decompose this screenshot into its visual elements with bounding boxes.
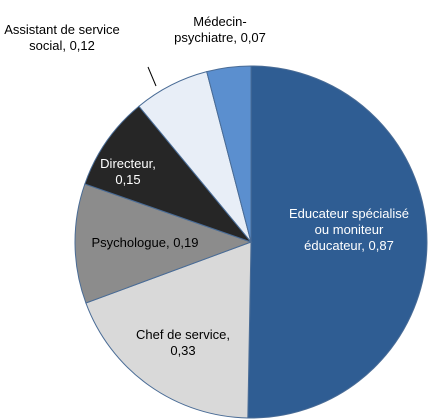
pie-slice: [85, 241, 252, 419]
leader-line: [147, 66, 157, 87]
value-label: 0,12: [69, 38, 95, 53]
slice-label: Assistant de service social, 0,12: [2, 22, 122, 54]
pie-slice: [247, 65, 428, 419]
value-label: 0,87: [368, 238, 394, 253]
value-label: 0,15: [115, 172, 141, 187]
pie-slice: [74, 183, 253, 304]
category-label: Psychologue,: [91, 235, 170, 250]
category-label: Educateur spécialisé ou moniteur éducate…: [289, 206, 409, 253]
value-label: 0,33: [170, 343, 196, 358]
slice-label: Educateur spécialisé ou moniteur éducate…: [289, 206, 409, 254]
value-label: 0,19: [173, 235, 199, 250]
category-label: Chef de service,: [136, 327, 230, 342]
slice-label: Directeur, 0,15: [88, 156, 168, 188]
value-label: 0,07: [240, 30, 266, 45]
slice-label: Chef de service, 0,33: [123, 327, 243, 359]
category-label: Assistant de service social,: [4, 22, 120, 53]
pie-slice: [206, 65, 252, 243]
slice-label: Médecin-psychiatre, 0,07: [165, 14, 275, 46]
pie-slice: [84, 105, 253, 244]
category-label: Médecin-psychiatre,: [174, 14, 247, 45]
category-label: Directeur,: [100, 156, 156, 171]
slice-label: Psychologue, 0,19: [75, 235, 215, 251]
